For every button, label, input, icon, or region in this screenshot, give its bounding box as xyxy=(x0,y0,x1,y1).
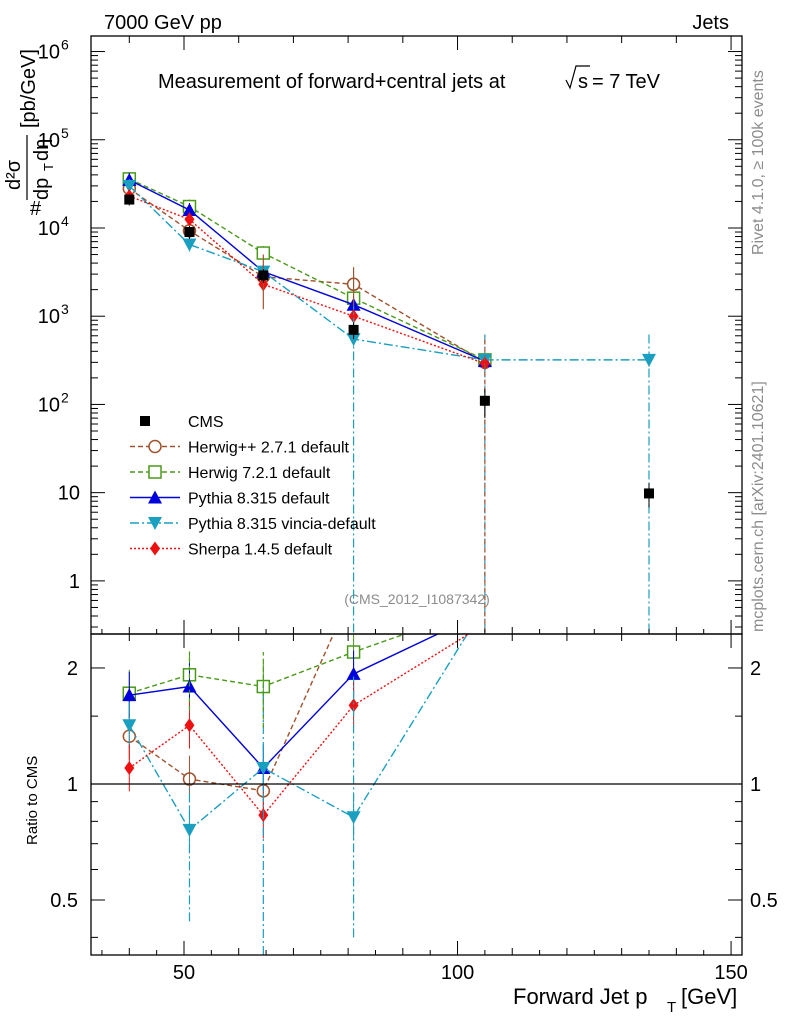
y-axis-label-denominator: dp xyxy=(31,178,53,200)
ratio-tick-label: 1 xyxy=(67,774,78,796)
analysis-tag: (CMS_2012_I1087342) xyxy=(344,591,490,607)
legend-marker-herwig-2-7-1-default xyxy=(148,439,162,454)
ratio-line-herwig-2-7-1-default xyxy=(128,634,335,792)
y-tick-label: 10 xyxy=(58,483,80,505)
ratio-tick-label-right: 1 xyxy=(750,774,761,796)
chart-title-suffix: = 7 TeV xyxy=(592,71,661,93)
x-tick-label: 150 xyxy=(714,962,747,984)
y-tick-label-exp: 2 xyxy=(61,389,69,405)
x-axis-label: Forward Jet p T [GeV] xyxy=(513,984,737,1016)
legend-marker-cms xyxy=(140,416,150,426)
ratio-tick-label-right: 0.5 xyxy=(750,890,778,912)
y-axis-label-denominator-sub: T xyxy=(41,163,56,171)
series-point-sherpa-1-4-5-default xyxy=(348,309,359,324)
ratio-line-herwig-7-2-1-default xyxy=(129,634,407,694)
x-tick-label: 100 xyxy=(441,962,474,984)
y-tick-label: 10 xyxy=(38,306,60,328)
legend-label-pythia-8-315-default: Pythia 8.315 default xyxy=(188,491,330,508)
header-category: Jets xyxy=(692,12,729,34)
y-tick-label-exp: 6 xyxy=(61,37,69,53)
ratio-tick-label: 2 xyxy=(67,658,78,680)
rivet-version-label: Rivet 4.1.0, ≥ 100k events xyxy=(750,70,767,255)
ratio-series-group xyxy=(122,634,471,955)
ratio-line-sherpa-1-4-5-default xyxy=(128,634,471,817)
ratio-tick-label: 0.5 xyxy=(50,890,78,912)
chart-title: Measurement of forward+central jets at s… xyxy=(158,65,661,93)
x-axis-label-unit: [GeV] xyxy=(681,984,737,1009)
series-line-pythia-8-315-vincia-default xyxy=(128,185,649,361)
y-tick-label: 10 xyxy=(38,130,60,152)
y-axis-label-numerator: d²σ xyxy=(3,159,25,190)
legend-marker-sherpa-1-4-5-default xyxy=(150,541,160,556)
y-tick-label: 10 xyxy=(38,42,60,64)
y-tick-label: 1 xyxy=(69,571,80,593)
series-point-pythia-8-315-vincia-default xyxy=(182,238,197,252)
x-axis-label-main: Forward Jet p xyxy=(513,984,648,1009)
chart-title-text: Measurement of forward+central jets at xyxy=(158,71,506,93)
ratio-tick-label-right: 2 xyxy=(750,658,761,680)
legend-label-sherpa-1-4-5-default: Sherpa 1.4.5 default xyxy=(188,542,333,559)
y-axis-label-denominator-tail: dη xyxy=(31,139,53,161)
header-process: 7000 GeV pp xyxy=(104,12,222,34)
y-tick-label-exp: 4 xyxy=(61,213,69,229)
ratio-panel-frame xyxy=(90,633,743,956)
legend-label-herwig-7-2-1-default: Herwig 7.2.1 default xyxy=(188,465,331,482)
ratio-line-pythia-8-315-default xyxy=(129,634,440,770)
y-axis-label: # d²σ dp T dη [pb/GeV] xyxy=(3,49,56,220)
series-point-pythia-8-315-default xyxy=(182,202,197,216)
y-axis-label-hash: # xyxy=(30,198,42,220)
series-line-sherpa-1-4-5-default xyxy=(129,195,486,365)
y-axis-label-unit: [pb/GeV] xyxy=(18,49,40,128)
legend-marker-pythia-8-315-vincia-default xyxy=(148,517,162,530)
chart-title-sqrt-s: s xyxy=(578,71,588,93)
series-point-sherpa-1-4-5-default xyxy=(184,212,195,227)
x-axis-label-sub: T xyxy=(667,999,676,1016)
y-tick-label: 10 xyxy=(38,394,60,416)
mcplots-label: mcplots.cern.ch [arXiv:2401.10621] xyxy=(750,381,767,632)
legend-marker-pythia-8-315-default xyxy=(148,490,162,504)
legend-label-pythia-8-315-vincia-default: Pythia 8.315 vincia-default xyxy=(188,516,376,533)
ratio-axis-label: Ratio to CMS xyxy=(24,756,41,845)
series-point-pythia-8-315-vincia-default xyxy=(122,179,137,193)
legend-marker-herwig-7-2-1-default xyxy=(148,465,162,479)
series-line-pythia-8-315-default xyxy=(128,179,486,362)
legend-label-cms: CMS xyxy=(188,414,224,431)
ratio-line-pythia-8-315-vincia-default xyxy=(128,634,469,832)
y-tick-label-exp: 3 xyxy=(61,301,69,317)
x-tick-label: 50 xyxy=(173,962,195,984)
legend-label-herwig-2-7-1-default: Herwig++ 2.7.1 default xyxy=(188,440,350,457)
sqrt-symbol xyxy=(565,65,590,90)
y-tick-label-exp: 5 xyxy=(61,125,69,141)
main-series-group xyxy=(122,171,656,633)
y-tick-label: 10 xyxy=(38,218,60,240)
